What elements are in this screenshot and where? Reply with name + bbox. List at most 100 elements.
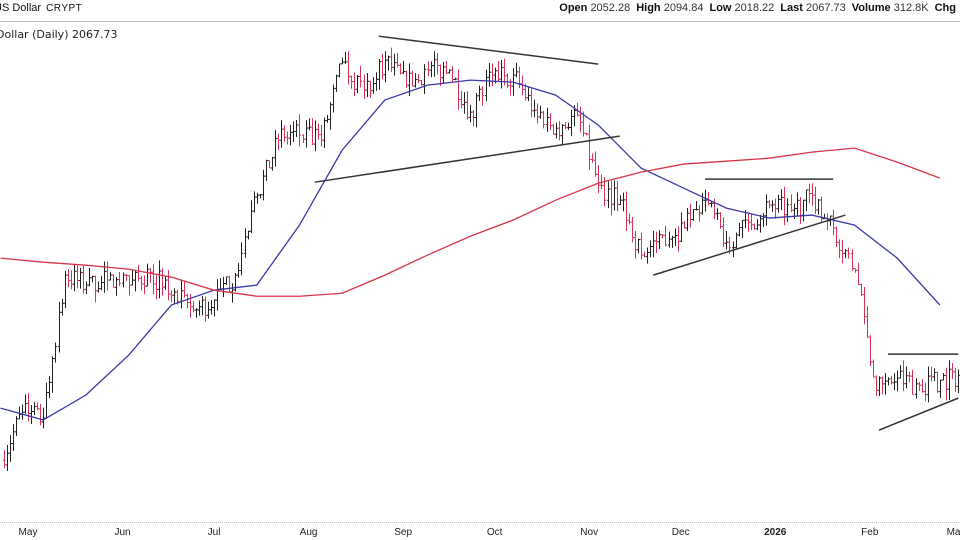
- ohlc-bar: [872, 359, 875, 378]
- ohlc-bar: [747, 212, 750, 232]
- ohlc-bar: [433, 51, 436, 77]
- ohlc-bar: [622, 192, 625, 212]
- ohlc-bar: [134, 270, 137, 292]
- ohlc-bar: [356, 75, 359, 94]
- ohlc-bar: [106, 261, 109, 291]
- ohlc-bar: [414, 73, 417, 88]
- ohlc-bar: [51, 356, 54, 393]
- x-tick-label: Mar: [947, 527, 960, 538]
- ohlc-bar: [768, 199, 771, 209]
- ohlc-bar: [469, 104, 472, 123]
- ohlc-bar: [204, 296, 207, 322]
- ohlc-bar: [295, 120, 298, 138]
- ohlc-bar: [195, 308, 198, 318]
- ohlc-bar: [341, 57, 344, 65]
- ohlc-bar: [259, 193, 262, 199]
- trendline: [314, 135, 620, 183]
- ohlc-bar: [500, 59, 503, 89]
- ohlc-bar: [905, 366, 908, 389]
- quote-bar: Open 2052.28 High 2094.84 Low 2018.22 Last …: [559, 2, 960, 14]
- ohlc-bar: [94, 275, 97, 303]
- x-tick-label: Sep: [394, 527, 412, 538]
- ohlc-bar: [555, 122, 558, 139]
- ohlc-bar: [311, 118, 314, 146]
- ohlc-bar: [939, 379, 942, 399]
- ohlc-bar: [463, 92, 466, 114]
- ohlc-bar: [945, 367, 948, 401]
- ohlc-bar: [927, 366, 930, 403]
- symbol-name: US Dollar: [0, 2, 42, 14]
- ohlc-bar: [890, 375, 893, 385]
- ohlc-bar: [570, 109, 573, 137]
- ohlc-bar: [759, 214, 762, 233]
- ohlc-bar: [619, 195, 622, 205]
- ohlc-bar: [475, 92, 478, 128]
- ohlc-bar: [164, 275, 167, 290]
- ohlc-bar: [48, 376, 51, 399]
- ohlc-bar: [198, 300, 201, 316]
- ohlc-bar: [317, 123, 320, 140]
- ohlc-bar: [54, 342, 57, 363]
- ohlc-bar: [9, 435, 12, 462]
- ohlc-bar: [237, 262, 240, 278]
- ohlc-bar: [838, 239, 841, 259]
- ohlc-bar: [857, 262, 860, 286]
- ohlc-bar: [539, 105, 542, 119]
- ohlc-bar: [262, 169, 265, 201]
- ohlc-bar: [112, 274, 115, 288]
- ohlc-bar: [738, 222, 741, 237]
- ohlc-bar: [186, 293, 189, 309]
- ohlc-bar: [125, 273, 128, 282]
- ohlc-bar: [332, 84, 335, 113]
- ohlc-bar: [399, 63, 402, 75]
- ohlc-bar: [375, 72, 378, 91]
- ohlc-bar: [698, 204, 701, 222]
- ohlc-bar: [308, 118, 311, 131]
- ohlc-bar: [887, 377, 890, 386]
- ohlc-bar: [607, 181, 610, 209]
- ohlc-bar: [402, 60, 405, 74]
- ohlc-bar: [390, 47, 393, 73]
- ohlc-bar: [207, 301, 210, 319]
- quote-label-last: Last: [780, 2, 806, 14]
- ohlc-bar: [829, 215, 832, 226]
- ohlc-bar: [866, 306, 869, 338]
- ohlc-bar: [485, 69, 488, 102]
- ohlc-bar: [61, 298, 64, 316]
- ohlc-bar: [271, 156, 274, 171]
- ohlc-bar: [924, 382, 927, 402]
- ohlc-bar: [448, 69, 451, 74]
- ohlc-bar: [780, 189, 783, 211]
- ohlc-bar: [911, 369, 914, 395]
- ohlc-bar: [564, 121, 567, 130]
- ohlc-bar: [6, 444, 9, 472]
- ohlc-bar: [158, 260, 161, 299]
- quote-label-volume: Volume: [851, 2, 894, 14]
- ohlc-bar: [420, 80, 423, 86]
- ohlc-bar: [741, 219, 744, 239]
- ohlc-bar: [835, 226, 838, 247]
- ohlc-bar: [668, 231, 671, 248]
- ohlc-bar: [292, 121, 295, 143]
- ohlc-bar: [799, 196, 802, 224]
- ohlc-bar: [58, 301, 61, 353]
- ohlc-bar: [268, 160, 271, 169]
- ohlc-bar: [506, 73, 509, 88]
- ohlc-bar: [771, 200, 774, 212]
- ohlc-bar: [323, 117, 326, 149]
- ohlc-bar: [585, 132, 588, 136]
- ohlc-bar: [649, 240, 652, 258]
- ohlc-bar: [335, 74, 338, 92]
- ohlc-bar: [908, 371, 911, 383]
- ohlc-bar: [802, 199, 805, 222]
- ohlc-bar: [854, 268, 857, 273]
- trendline: [653, 214, 846, 276]
- ohlc-bar: [777, 194, 780, 213]
- ohlc-bar: [616, 181, 619, 211]
- ohlc-bar: [664, 225, 667, 247]
- x-tick-label: Oct: [487, 527, 503, 538]
- quote-value-open: 2052.28: [590, 2, 631, 14]
- ohlc-bar: [497, 61, 500, 81]
- ohlc-bar: [820, 196, 823, 224]
